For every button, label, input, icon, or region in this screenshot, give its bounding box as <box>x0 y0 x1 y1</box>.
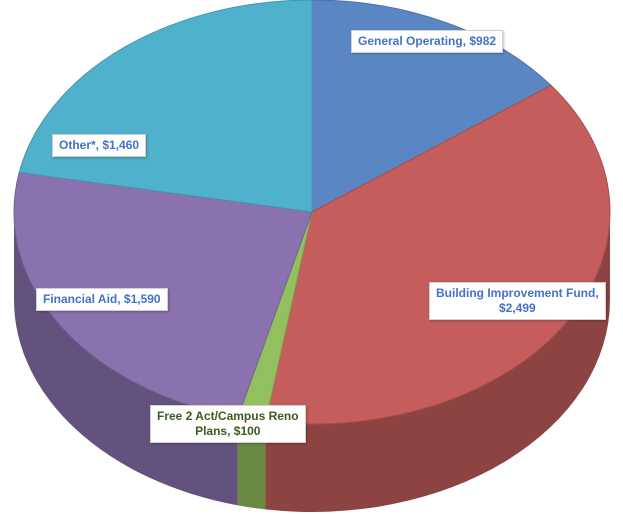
pie-slice-building-improvement-fund-2-499 <box>264 84 611 425</box>
pie-top <box>13 0 611 425</box>
data-label-other: Other*, $1,460 <box>52 134 147 157</box>
pie-side-building-improvement-fund-2-499 <box>265 212 610 512</box>
data-label-general-operating: General Operating, $982 <box>351 30 504 53</box>
data-label-building-improvement: Building Improvement Fund, $2,499 <box>429 282 606 320</box>
pie-slice-general-operating-982 <box>311 0 552 213</box>
data-label-financial-aid: Financial Aid, $1,590 <box>36 288 168 311</box>
pie-slice-other-1-460 <box>18 0 313 213</box>
data-label-free-2-act: Free 2 Act/Campus Reno Plans, $100 <box>150 405 306 443</box>
